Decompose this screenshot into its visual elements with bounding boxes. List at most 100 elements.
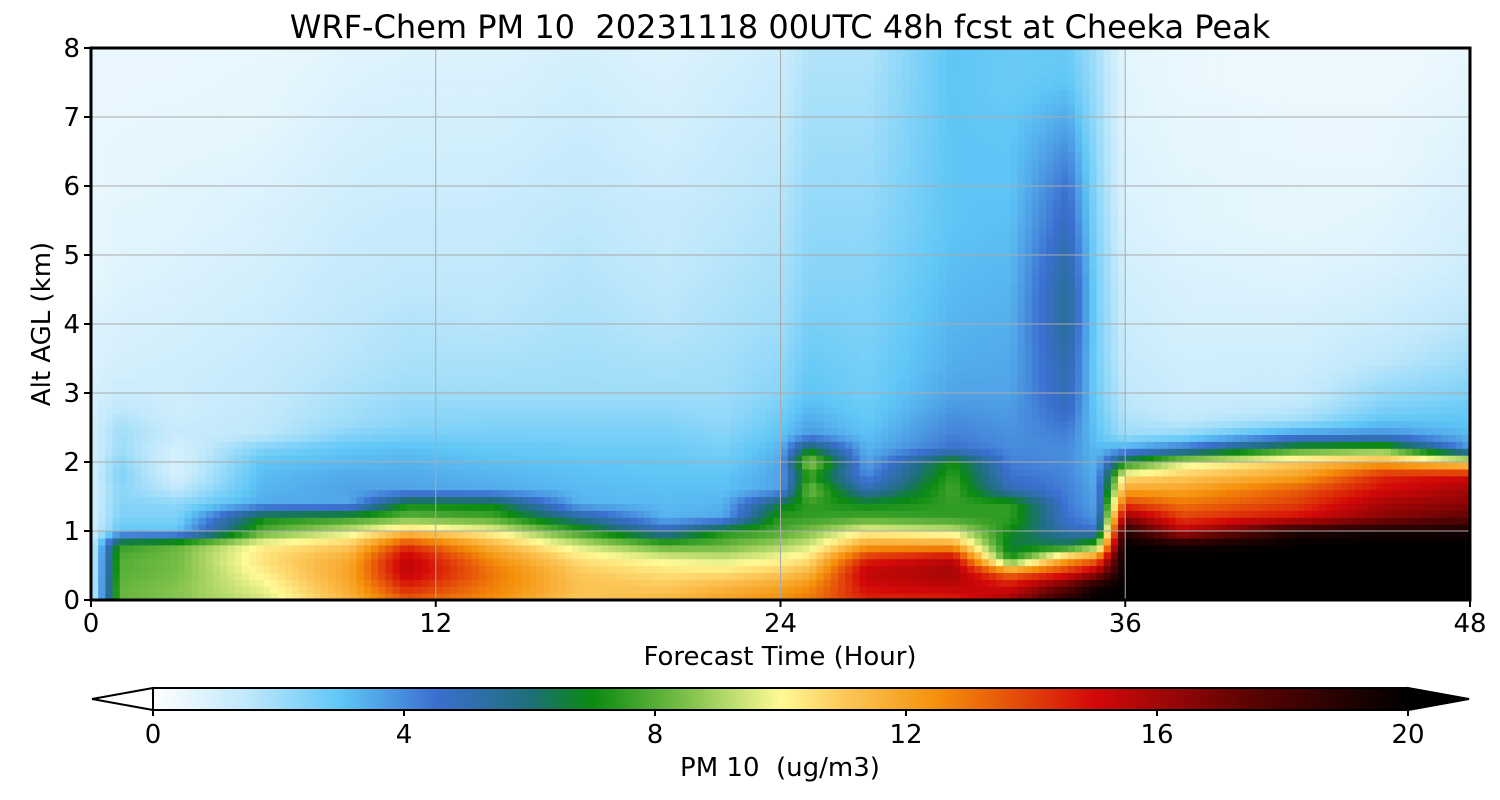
heat-cell xyxy=(378,434,387,442)
heat-cell xyxy=(442,565,451,573)
heat-cell xyxy=(471,455,480,463)
heat-cell xyxy=(378,565,387,573)
heat-cell xyxy=(521,586,530,594)
heat-cell xyxy=(356,165,365,173)
heat-cell xyxy=(442,158,451,166)
heat-cell xyxy=(349,268,358,277)
heat-cell xyxy=(170,503,178,511)
heat-cell xyxy=(277,220,286,228)
heat-cell xyxy=(313,413,322,422)
heat-cell xyxy=(313,61,322,70)
heat-cell xyxy=(177,358,185,366)
heat-cell xyxy=(263,434,272,442)
heat-cell xyxy=(162,510,171,518)
heat-cell xyxy=(493,462,501,470)
heat-cell xyxy=(313,303,322,311)
heat-cell xyxy=(134,179,142,187)
heat-cell xyxy=(442,386,451,394)
heat-cell xyxy=(342,310,351,318)
heat-cell xyxy=(399,165,408,173)
heat-cell xyxy=(227,317,236,325)
heat-cell xyxy=(521,489,530,498)
heat-cell xyxy=(385,48,394,56)
heat-cell xyxy=(313,517,322,525)
heat-cell xyxy=(399,123,408,132)
heat-cell xyxy=(256,303,264,311)
heat-cell xyxy=(320,531,329,539)
heat-cell xyxy=(220,496,229,504)
heat-cell xyxy=(227,75,236,84)
heat-cell xyxy=(119,89,128,97)
heat-cell xyxy=(435,413,444,422)
heat-cell xyxy=(342,241,351,249)
heat-cell xyxy=(385,317,394,325)
heat-cell xyxy=(105,324,114,332)
heat-cell xyxy=(126,220,135,228)
heat-cell xyxy=(105,310,114,318)
heat-cell xyxy=(227,61,236,70)
heat-cell xyxy=(529,165,537,173)
heat-cell xyxy=(421,103,430,111)
heat-cell xyxy=(378,448,387,456)
heat-cell xyxy=(500,572,509,580)
heat-cell xyxy=(342,151,351,159)
heat-cell xyxy=(514,96,523,104)
heat-cell xyxy=(320,358,329,366)
heat-cell xyxy=(356,351,365,360)
heat-cell xyxy=(313,565,322,573)
heat-cell xyxy=(320,206,329,215)
heat-cell xyxy=(392,48,401,56)
heat-cell xyxy=(162,296,171,304)
heat-cell xyxy=(177,89,185,97)
heat-cell xyxy=(191,48,200,56)
heat-cell xyxy=(486,468,494,477)
heat-cell xyxy=(155,255,164,263)
heat-cell xyxy=(392,510,401,518)
heat-cell xyxy=(342,123,351,132)
heat-cell xyxy=(213,427,221,435)
heat-cell xyxy=(435,158,444,166)
heat-cell xyxy=(356,158,365,166)
heat-cell xyxy=(220,289,229,297)
heat-cell xyxy=(514,282,523,291)
heat-cell xyxy=(514,158,523,166)
heat-cell xyxy=(421,455,430,463)
heat-cell xyxy=(457,462,466,470)
heat-cell xyxy=(198,586,207,594)
heat-cell xyxy=(486,117,494,125)
heat-cell xyxy=(263,579,272,587)
heat-cell xyxy=(493,406,501,415)
heat-cell xyxy=(98,324,106,332)
heat-cell xyxy=(392,427,401,435)
heat-cell xyxy=(191,586,200,594)
heat-cell xyxy=(457,192,466,201)
heat-cell xyxy=(414,399,422,408)
heat-cell xyxy=(198,110,207,118)
heat-cell xyxy=(450,413,458,422)
heat-cell xyxy=(205,255,214,263)
heat-cell xyxy=(486,372,494,380)
heat-cell xyxy=(227,82,236,90)
heat-cell xyxy=(521,48,530,56)
heat-cell xyxy=(442,234,451,242)
heat-cell xyxy=(328,137,336,146)
heat-cell xyxy=(313,365,322,373)
heat-cell xyxy=(320,220,329,228)
heat-cell xyxy=(421,386,430,394)
heat-cell xyxy=(486,365,494,373)
heat-cell xyxy=(306,82,315,90)
heat-cell xyxy=(198,75,207,84)
heat-cell xyxy=(371,130,379,139)
heat-cell xyxy=(457,123,466,132)
heat-cell xyxy=(521,593,530,600)
heat-cell xyxy=(421,462,430,470)
heat-cell xyxy=(234,261,243,270)
heat-cell xyxy=(414,358,422,366)
heat-cell xyxy=(363,496,372,504)
heat-cell xyxy=(313,75,322,84)
heat-cell xyxy=(399,330,408,339)
heat-cell xyxy=(270,496,279,504)
heat-cell xyxy=(378,137,387,146)
heat-cell xyxy=(277,206,286,215)
heat-cell xyxy=(371,503,379,511)
